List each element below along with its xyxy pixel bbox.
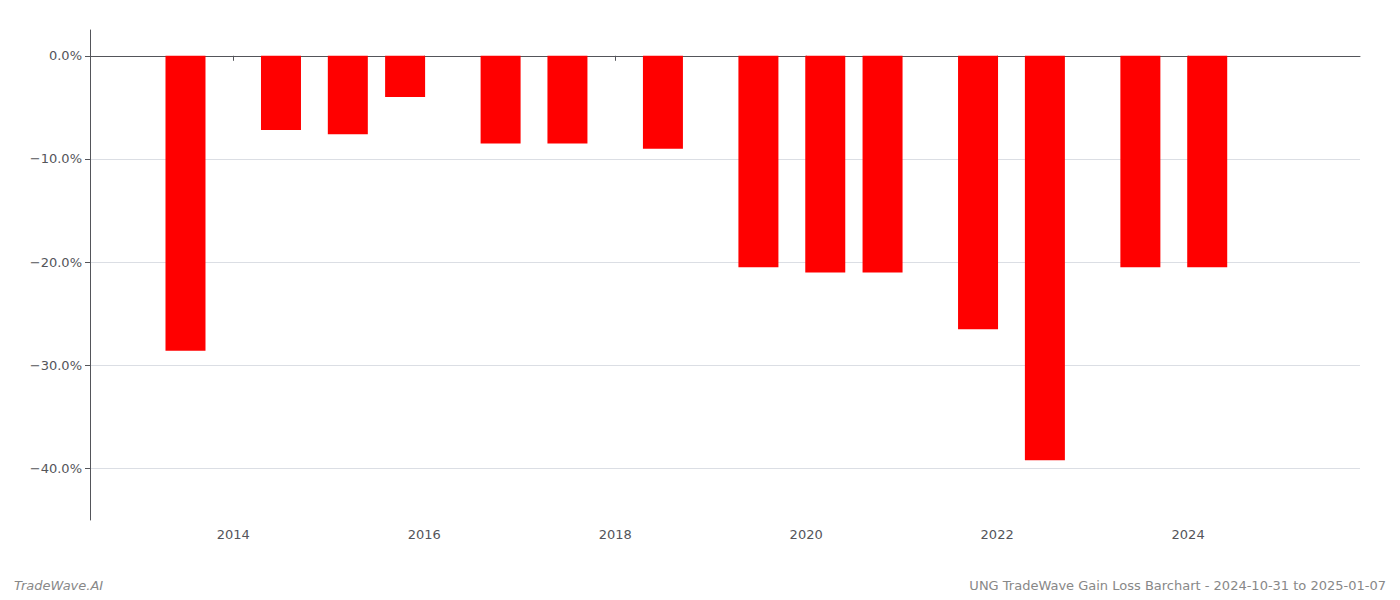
svg-text:2018: 2018 bbox=[599, 527, 632, 542]
svg-text:−20.0%: −20.0% bbox=[30, 255, 82, 270]
svg-text:−30.0%: −30.0% bbox=[30, 358, 82, 373]
svg-text:2014: 2014 bbox=[217, 527, 250, 542]
svg-text:−40.0%: −40.0% bbox=[30, 461, 82, 476]
svg-text:TradeWave.AI: TradeWave.AI bbox=[14, 578, 103, 593]
svg-text:2022: 2022 bbox=[981, 527, 1014, 542]
svg-text:2016: 2016 bbox=[408, 527, 441, 542]
svg-text:2020: 2020 bbox=[790, 527, 823, 542]
svg-text:UNG TradeWave Gain Loss Barcha: UNG TradeWave Gain Loss Barchart - 2024-… bbox=[969, 578, 1386, 593]
svg-text:0.0%: 0.0% bbox=[49, 48, 82, 63]
svg-text:2024: 2024 bbox=[1172, 527, 1205, 542]
svg-text:−10.0%: −10.0% bbox=[30, 151, 82, 166]
